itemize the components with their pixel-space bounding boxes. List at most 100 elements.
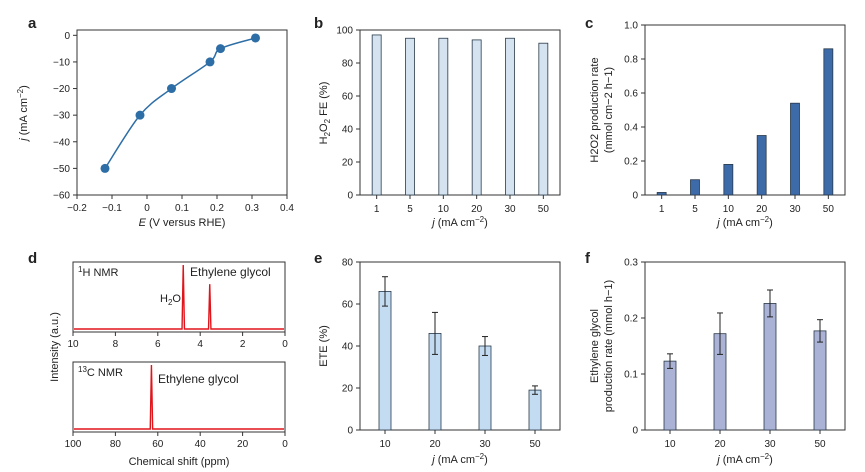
chart-b-bar	[471, 39, 482, 196]
chart-f-ytick-label: 0	[632, 426, 638, 437]
chart-a-data-point	[135, 110, 145, 120]
chart-c-production-rate: 00.20.40.60.81.0 1 5 10 20 30 50 j (mA cm−2) …	[589, 21, 846, 229]
panel-letter-b: b	[314, 15, 323, 32]
chart-f-y-ticks: 0 0.1 0.2 0.3	[624, 258, 645, 437]
chart-f-y-axis-label-line2: production rate (mmol h−1)	[603, 280, 615, 412]
chart-c-xtick-label: 50	[823, 204, 835, 215]
chart-a-ytick-label: 0	[64, 31, 70, 42]
chart-e-xtick-label: 20	[429, 439, 441, 450]
chart-d-bottom-xtick-label: 0	[282, 439, 288, 450]
chart-a-x-ticks: −0.2 −0.1 0 0.1 0.2 0.3 0.4	[67, 195, 294, 214]
chart-b-ytick-label: 100	[336, 26, 353, 37]
chart-c-ytick-label: 0.6	[624, 89, 638, 100]
chart-d-top-xtick-label: 6	[155, 339, 161, 350]
chart-b-bar	[505, 37, 515, 196]
chart-b-y-axis-label: H2O2 FE (%)	[318, 82, 332, 145]
chart-b-xtick-label: 1	[374, 204, 380, 215]
chart-e-xtick-label: 50	[529, 439, 541, 450]
chart-a-ytick-label: −30	[53, 111, 70, 122]
chart-c-ytick-label: 0	[632, 191, 638, 202]
chart-f-bar	[663, 360, 677, 431]
chart-c-y-axis-label-line1: H2O2 production rate	[589, 57, 601, 162]
chart-e-bar	[478, 345, 492, 431]
chart-a-xtick-label: 0.3	[245, 203, 259, 214]
chart-d-top-xtick-label: 10	[67, 339, 79, 350]
chart-d-nmr: 10 8 6 4 2 0 100 80 60 40 20 0 1H NMR H2O Ethylene…	[49, 261, 288, 468]
chart-d-x-axis-label: Chemical shift (ppm)	[129, 456, 230, 468]
chart-b-frame	[359, 29, 561, 196]
panel-letter-e: e	[314, 250, 322, 267]
panel-letter-a: a	[28, 15, 37, 32]
panel-letter-f: f	[585, 250, 591, 267]
chart-d-top-xtick-label: 8	[113, 339, 119, 350]
chart-c-xtick-label: 1	[659, 204, 665, 215]
chart-d-bottom-frame	[72, 361, 286, 433]
chart-a-xtick-label: 0	[144, 203, 150, 214]
chart-b-xtick-label: 20	[471, 204, 483, 215]
chart-b-ytick-label: 60	[342, 92, 354, 103]
chart-f-xtick-label: 10	[664, 439, 676, 450]
chart-d-bottom-xtick-label: 60	[152, 439, 164, 450]
chart-d-top-xtick-label: 2	[240, 339, 246, 350]
chart-b-ytick-label: 20	[342, 158, 354, 169]
chart-a-xtick-label: 0.2	[210, 203, 224, 214]
chart-d-y-axis-label: Intensity (a.u.)	[49, 312, 61, 382]
chart-f-bars: 10 20 30 50	[663, 289, 827, 450]
chart-c-bars: 1 5 10 20 30 50	[656, 48, 835, 215]
chart-e-ytick-label: 80	[342, 258, 354, 269]
chart-c-y-axis-label-line2: (mmol cm−2 h−1)	[603, 67, 615, 153]
chart-c-xtick-label: 10	[723, 204, 735, 215]
chart-b-y-ticks: 0 20 40 60 80 100	[336, 26, 360, 202]
chart-a-xtick-label: 0.1	[175, 203, 189, 214]
chart-d-top-frame	[72, 261, 286, 333]
chart-a-ytick-label: −60	[53, 191, 70, 202]
chart-e-xtick-label: 30	[479, 439, 491, 450]
chart-a-data-point	[205, 57, 215, 67]
chart-a-ytick-label: −40	[53, 137, 70, 148]
chart-a-y-ticks: 0 −10 −20 −30 −40 −50 −60	[53, 31, 77, 202]
chart-d-bottom-xtick-label: 40	[195, 439, 207, 450]
chart-f-ytick-label: 0.3	[624, 258, 638, 269]
chart-e-ytick-label: 0	[347, 426, 353, 437]
chart-d-annotation-ethylene-glycol-1h: Ethylene glycol	[190, 265, 271, 279]
chart-c-xtick-label: 20	[756, 204, 768, 215]
chart-a-xtick-label: −0.2	[67, 203, 87, 214]
chart-e-bar	[378, 290, 392, 431]
chart-f-xtick-label: 20	[714, 439, 726, 450]
chart-b-bar	[438, 37, 449, 196]
chart-f-ethylene-glycol-rate: 0 0.1 0.2 0.3 10 20 30 50 j (mA cm−2) Ethylene…	[589, 258, 846, 466]
chart-d-bottom-x-ticks: 100 80 60 40 20 0	[65, 432, 288, 450]
chart-a-x-axis-label: E (V versus RHE)	[139, 217, 226, 229]
chart-f-xtick-label: 50	[814, 439, 826, 450]
chart-a-plot	[100, 33, 260, 173]
chart-b-ytick-label: 80	[342, 59, 354, 70]
chart-e-ytick-label: 20	[342, 384, 354, 395]
chart-c-ytick-label: 0.2	[624, 157, 638, 168]
chart-b-bar	[538, 42, 549, 196]
chart-c-ytick-label: 1.0	[624, 21, 638, 32]
chart-a-ytick-label: −50	[53, 164, 70, 175]
chart-a-data-point	[251, 33, 260, 43]
chart-f-x-axis-label: j (mA cm−2)	[715, 452, 773, 466]
chart-e-x-axis-label: j (mA cm−2)	[430, 452, 488, 466]
chart-e-y-axis-label: ETE (%)	[318, 325, 330, 367]
chart-f-frame	[644, 261, 846, 431]
chart-c-xtick-label: 30	[789, 204, 801, 215]
chart-d-1h-trace	[74, 264, 284, 330]
chart-b-ytick-label: 40	[342, 125, 354, 136]
chart-b-ytick-label: 0	[347, 191, 353, 202]
chart-f-ytick-label: 0.2	[624, 314, 638, 325]
chart-e-bars: 10 20 30 50	[378, 276, 542, 450]
panel-letter-d: d	[28, 250, 37, 267]
chart-d-annotation-h2o: H2O	[160, 293, 181, 307]
chart-d-bottom-xtick-label: 100	[65, 439, 82, 450]
chart-c-x-axis-label: j (mA cm−2)	[715, 215, 773, 229]
chart-e-ytick-label: 60	[342, 300, 354, 311]
chart-a-xtick-label: 0.4	[280, 203, 294, 214]
chart-e-ete: 0 20 40 60 80 10 20 30 50 j (mA cm−2) ETE (%)	[318, 258, 561, 466]
chart-d-bottom-label: 13C NMR	[78, 365, 123, 379]
chart-b-xtick-label: 30	[504, 204, 516, 215]
chart-d-top-xtick-label: 4	[197, 339, 203, 350]
chart-a-data-point	[216, 44, 225, 54]
